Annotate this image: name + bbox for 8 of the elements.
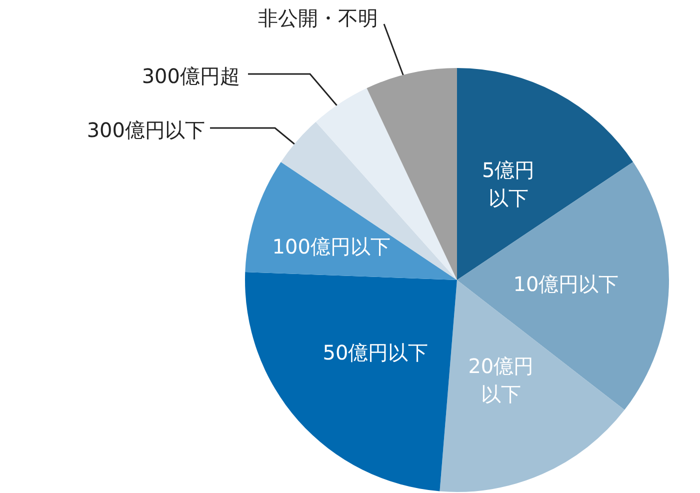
slice-label: 20億円以下 <box>468 354 534 406</box>
slice-label: 300億円超 <box>142 64 240 88</box>
slice-label: 5億円以下 <box>482 158 535 210</box>
slice-label: 非公開・不明 <box>258 6 378 30</box>
slice-label: 50億円以下 <box>322 340 428 364</box>
slice-label: 300億円以下 <box>86 118 205 142</box>
slice-label: 100億円以下 <box>272 234 390 258</box>
slice-label: 10億円以下 <box>513 272 619 296</box>
